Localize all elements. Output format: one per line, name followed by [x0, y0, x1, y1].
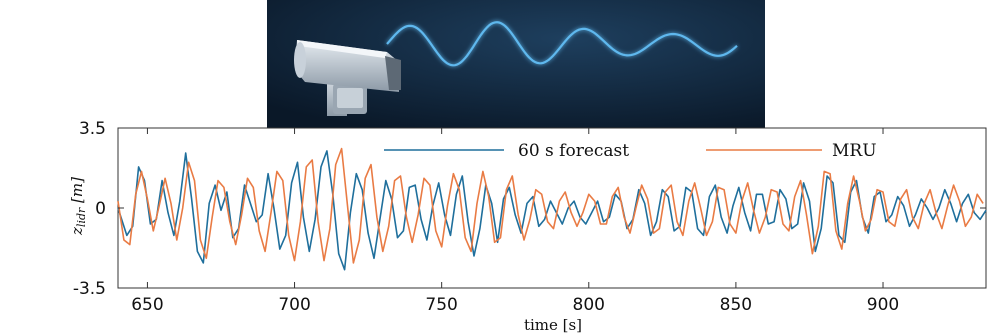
- legend-label-forecast: 60 s forecast: [518, 141, 629, 161]
- svg-text:zlidr [m]: zlidr [m]: [68, 177, 88, 236]
- axes-box: [117, 127, 987, 289]
- x-tick-label: 850: [720, 295, 752, 315]
- x-axis-title: time [s]: [524, 316, 582, 334]
- series-layer: [117, 147, 987, 271]
- x-tick-label: 900: [867, 295, 899, 315]
- series-line-mru: [117, 147, 984, 264]
- series-line-forecast: [117, 150, 987, 271]
- y-tick-label: 0: [95, 199, 106, 219]
- x-tick-label: 750: [425, 295, 457, 315]
- y-tick-label: -3.5: [73, 279, 106, 299]
- y-tick-label: 3.5: [79, 119, 106, 139]
- legend: 60 s forecast MRU: [378, 138, 918, 164]
- wave-beam: [386, 21, 738, 67]
- x-tick-label: 700: [278, 295, 310, 315]
- x-tick-label: 650: [131, 295, 163, 315]
- x-tick-label: 800: [573, 295, 605, 315]
- ticks-layer: 650 700 750 800 850 900 -3.5 0 3.5: [73, 119, 986, 315]
- plot-frame: [117, 127, 987, 289]
- y-axis-title: zlidr [m]: [68, 177, 88, 236]
- lidar-banner-image: [267, 0, 765, 128]
- legend-label-mru: MRU: [832, 141, 877, 161]
- lidar-sensor-icon: [294, 40, 401, 116]
